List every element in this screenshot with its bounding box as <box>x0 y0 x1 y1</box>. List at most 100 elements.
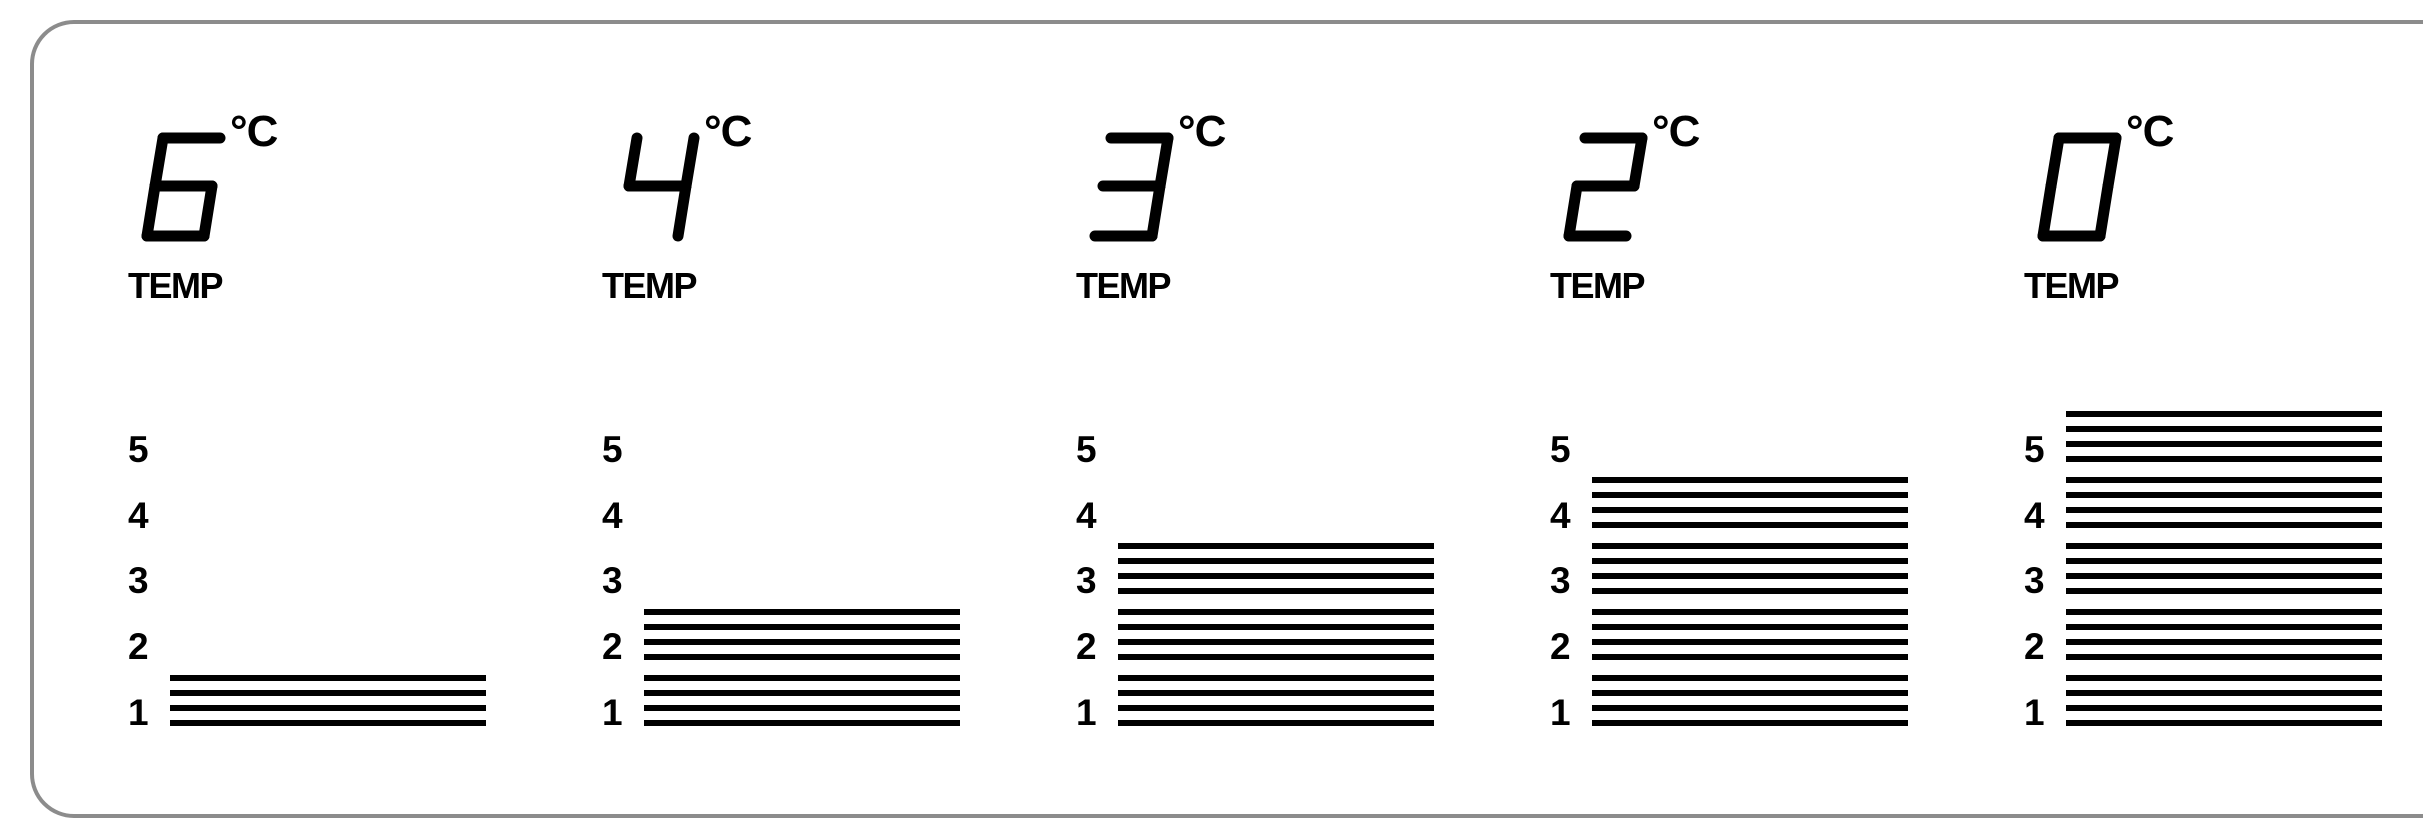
level-number-2: 2 <box>1076 626 1097 667</box>
level-number-4: 4 <box>2024 495 2045 536</box>
temp-label: TEMP <box>128 265 224 306</box>
bar-stripe <box>2066 522 2382 528</box>
level-bar-1 <box>2066 675 2382 727</box>
digit-segment-f <box>149 132 169 192</box>
bar-stripe <box>1592 609 1908 615</box>
bar-stripe <box>2066 558 2382 564</box>
bar-stripe <box>2066 507 2382 513</box>
digit-segment-b <box>2102 132 2122 192</box>
level-number-3: 3 <box>1076 560 1097 601</box>
temperature-digit <box>2037 132 2122 242</box>
bar-stripe <box>2066 624 2382 630</box>
level-number-2: 2 <box>128 626 149 667</box>
level-number-1: 1 <box>128 692 149 733</box>
temperature-digit <box>623 132 700 242</box>
bar-stripe <box>2066 543 2382 549</box>
level-number-5: 5 <box>602 429 623 470</box>
temperature-digit <box>141 132 226 242</box>
level-bar-2 <box>1592 609 1908 661</box>
bar-stripe <box>2066 690 2382 696</box>
level-number-1: 1 <box>2024 692 2045 733</box>
temperature-value: 2 <box>1452 0 1453 1</box>
level-number-1: 1 <box>1550 692 1571 733</box>
level-bar-1 <box>170 675 486 727</box>
bar-stripe <box>2066 492 2382 498</box>
bar-stripe <box>1592 690 1908 696</box>
bar-stripe <box>170 675 486 681</box>
bar-stripe <box>1118 654 1434 660</box>
level-bar-1 <box>1118 675 1434 727</box>
bar-stripe <box>644 609 960 615</box>
level-number-5: 5 <box>128 429 149 470</box>
level-number-3: 3 <box>1550 560 1571 601</box>
bar-stripe <box>2066 609 2382 615</box>
bar-stripe <box>2066 720 2382 726</box>
temperature-value: 4 <box>504 0 505 1</box>
bar-stripe <box>1118 573 1434 579</box>
bar-stripe <box>644 639 960 645</box>
temperature-value: 3 <box>978 0 979 1</box>
level-number-1: 1 <box>1076 692 1097 733</box>
temp-setting-3: 3 °C TEMP 5 4 3 2 1 <box>978 0 1434 820</box>
level-bar-3 <box>1118 543 1434 595</box>
bar-stripe <box>1592 639 1908 645</box>
digit-segment-f <box>2045 132 2065 192</box>
bar-stripe <box>1592 654 1908 660</box>
bar-stripe <box>170 705 486 711</box>
temperature-value: 0 <box>1926 0 1927 1</box>
digit-segment-c <box>1146 180 1166 242</box>
temp-label: TEMP <box>1550 265 1646 306</box>
level-bar-2 <box>644 609 960 661</box>
bar-stripe <box>2066 675 2382 681</box>
bar-stripe <box>1592 624 1908 630</box>
digit-segment-c <box>198 180 218 242</box>
bar-stripe <box>1592 522 1908 528</box>
bar-stripe <box>1592 720 1908 726</box>
bar-stripe <box>1118 609 1434 615</box>
temp-label: TEMP <box>1076 265 1172 306</box>
celsius-unit: °C <box>1178 107 1226 156</box>
level-number-1: 1 <box>602 692 623 733</box>
bar-stripe <box>2066 573 2382 579</box>
bar-stripe <box>1118 675 1434 681</box>
level-number-4: 4 <box>128 495 149 536</box>
bar-stripe <box>2066 411 2382 417</box>
bar-stripe <box>1592 507 1908 513</box>
bar-stripe <box>2066 477 2382 483</box>
temp-setting-4: 2 °C TEMP 5 4 3 2 1 <box>1452 0 1908 820</box>
bar-stripe <box>644 690 960 696</box>
celsius-unit: °C <box>1652 107 1700 156</box>
bar-stripe <box>1118 720 1434 726</box>
temperature-digit <box>1563 132 1648 242</box>
bar-stripe <box>2066 456 2382 462</box>
digit-segment-e <box>2037 180 2057 242</box>
bar-stripe <box>1592 675 1908 681</box>
level-number-2: 2 <box>1550 626 1571 667</box>
bar-stripe <box>644 654 960 660</box>
digit-segment-c <box>672 180 692 242</box>
level-bar-1 <box>644 675 960 727</box>
level-bar-2 <box>1118 609 1434 661</box>
celsius-unit: °C <box>230 107 278 156</box>
temperature-value: 6 <box>30 0 31 1</box>
level-number-4: 4 <box>1076 495 1097 536</box>
temp-label: TEMP <box>2024 265 2120 306</box>
temp-setting-1: 6 °C TEMP 5 4 3 2 1 <box>30 0 486 820</box>
level-number-3: 3 <box>128 560 149 601</box>
level-bar-4 <box>2066 477 2382 529</box>
bar-stripe <box>1118 705 1434 711</box>
bar-stripe <box>1118 690 1434 696</box>
temp-setting-5: 0 °C TEMP 5 4 3 2 1 <box>1926 0 2382 820</box>
digit-segment-f <box>623 132 643 192</box>
digit-segment-e <box>141 180 161 242</box>
level-bar-5 <box>2066 411 2382 463</box>
bar-stripe <box>644 675 960 681</box>
bar-stripe <box>644 720 960 726</box>
level-bar-3 <box>1592 543 1908 595</box>
bar-stripe <box>1592 492 1908 498</box>
bar-stripe <box>170 720 486 726</box>
bar-stripe <box>1592 705 1908 711</box>
bar-stripe <box>2066 639 2382 645</box>
level-bar-2 <box>2066 609 2382 661</box>
celsius-unit: °C <box>2126 107 2174 156</box>
